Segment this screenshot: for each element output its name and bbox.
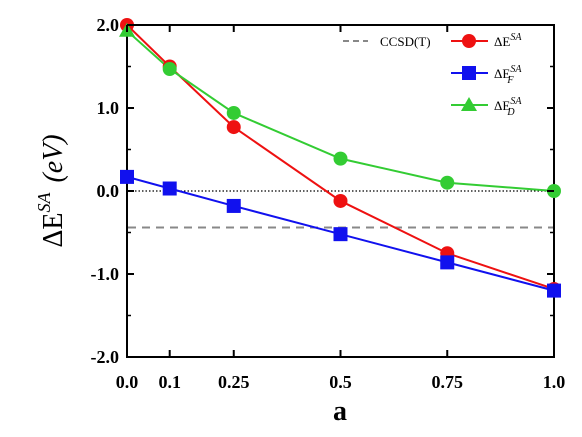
x-tick-label: 0.5 <box>329 372 352 392</box>
series-line-green <box>126 30 555 192</box>
data-point-red <box>226 120 241 135</box>
y-tick-label: 0.0 <box>97 181 120 201</box>
data-point-blue <box>440 255 455 270</box>
legend-label-green: ΔESA D <box>494 96 522 118</box>
series-line-red <box>126 24 555 290</box>
y-tick-label: -1.0 <box>91 264 120 284</box>
legend-label-sup: SA <box>510 96 522 107</box>
legend-label-sup: SA <box>510 64 522 75</box>
x-tick-label: 1.0 <box>543 372 566 392</box>
y-tick-label: 1.0 <box>97 98 120 118</box>
y-axis-title-unit: (eV) <box>38 134 69 182</box>
data-point-blue <box>162 181 177 196</box>
data-point-red <box>333 193 348 208</box>
legend-label-sub: F <box>506 75 514 86</box>
y-axis-title-main: ΔE <box>38 213 69 248</box>
x-axis-title: a <box>333 396 347 427</box>
y-tick-label: -2.0 <box>91 347 120 367</box>
data-point-blue <box>120 169 134 184</box>
legend-swatch-marker-green <box>461 97 477 111</box>
x-tick-label: 0.25 <box>218 372 250 392</box>
series-markers <box>119 18 561 298</box>
data-point-green <box>333 151 348 166</box>
data-point-green <box>226 105 241 120</box>
legend-label-main: ΔE <box>494 98 510 113</box>
legend-ccsd-label: CCSD(T) <box>380 34 431 49</box>
data-point-blue <box>333 227 348 242</box>
legend-label-sup: SA <box>510 32 522 43</box>
legend-swatch-marker-red <box>462 34 476 48</box>
series-line-blue <box>126 175 555 292</box>
data-point-blue <box>547 283 561 298</box>
data-point-green <box>440 175 455 190</box>
legend-label-main: ΔE <box>494 34 510 49</box>
axis-ticks <box>126 24 555 358</box>
x-tick-label: 0.1 <box>158 372 181 392</box>
legend-label-blue: ΔESA F <box>494 64 522 86</box>
tick-labels: 0.0 0.1 0.25 0.5 0.75 1.0 2.0 1.0 0.0 -1.0 -2.0 <box>91 15 566 392</box>
data-point-green <box>162 61 177 76</box>
legend-label-sub: D <box>506 107 515 118</box>
y-tick-label: 2.0 <box>97 15 120 35</box>
x-tick-label: 0.75 <box>432 372 464 392</box>
legend-label-main: ΔE <box>494 66 510 81</box>
y-axis-title: ΔESA (eV) <box>34 134 69 247</box>
x-tick-label: 0.0 <box>116 372 139 392</box>
y-axis-title-sup: SA <box>34 192 54 213</box>
legend-label-red: ΔESA <box>494 32 522 49</box>
legend-swatch-marker-blue <box>462 66 476 80</box>
series-lines <box>126 24 555 292</box>
data-point-blue <box>226 198 241 213</box>
